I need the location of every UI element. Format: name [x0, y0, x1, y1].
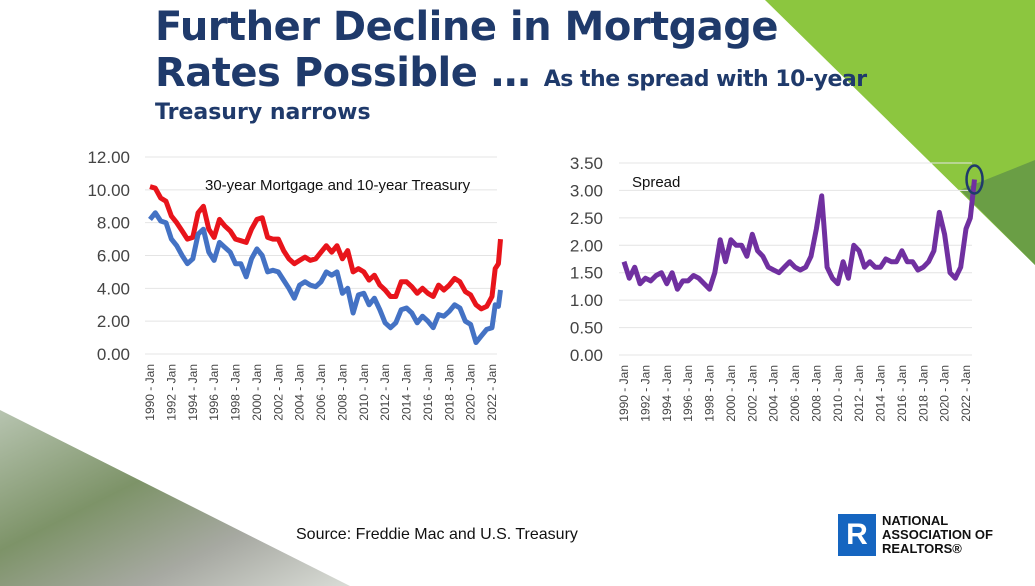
x-tick-label: 2020 - Jan	[938, 365, 952, 422]
series-line-spread	[621, 179, 977, 292]
y-tick-label: 2.00	[570, 236, 603, 255]
x-tick-label: 2016 - Jan	[895, 365, 909, 422]
aerial-photo	[0, 410, 350, 586]
y-tick-label: 2.00	[97, 312, 130, 331]
x-tick-label: 2002 - Jan	[271, 364, 285, 421]
x-tick-label: 1990 - Jan	[617, 365, 631, 422]
x-tick-label: 1990 - Jan	[143, 364, 157, 421]
source-note: Source: Freddie Mac and U.S. Treasury	[296, 526, 578, 543]
x-tick-label: 2020 - Jan	[464, 364, 478, 421]
title-line-1: Further Decline in Mortgage	[155, 4, 779, 50]
x-tick-label: 2012 - Jan	[852, 365, 866, 422]
x-tick-label: 2014 - Jan	[400, 364, 414, 421]
series-line-30-year-mortgage	[149, 184, 503, 312]
y-tick-label: 1.00	[570, 291, 603, 310]
subtitle-line-1: As the spread with 10-year	[543, 67, 867, 92]
x-tick-label: 2002 - Jan	[745, 365, 759, 422]
y-tick-label: 4.00	[97, 279, 130, 298]
x-tick-label: 2006 - Jan	[788, 365, 802, 422]
x-tick-label: 1996 - Jan	[207, 364, 221, 421]
highlight-circle	[965, 164, 984, 195]
y-tick-label: 0.00	[97, 345, 130, 364]
logo-text-3: REALTORS®	[882, 541, 962, 556]
logo-text-2: ASSOCIATION OF	[882, 527, 993, 542]
y-tick-label: 3.00	[570, 181, 603, 200]
y-tick-label: 6.00	[97, 247, 130, 266]
realtor-r-logo: R	[838, 514, 876, 556]
chart-title: 30-year Mortgage and 10-year Treasury	[205, 177, 471, 194]
y-tick-label: 8.00	[97, 214, 130, 233]
x-tick-label: 2010 - Jan	[831, 365, 845, 422]
series-line-10-year-treasury	[148, 210, 503, 345]
x-tick-label: 1998 - Jan	[229, 364, 243, 421]
x-tick-label: 2018 - Jan	[442, 364, 456, 421]
x-tick-label: 2014 - Jan	[874, 365, 888, 422]
x-tick-label: 2018 - Jan	[916, 365, 930, 422]
y-tick-label: 3.50	[570, 154, 603, 173]
x-tick-label: 1994 - Jan	[186, 364, 200, 421]
x-tick-label: 1998 - Jan	[703, 365, 717, 422]
x-tick-label: 2000 - Jan	[250, 364, 264, 421]
x-tick-label: 2004 - Jan	[293, 364, 307, 421]
slide-title: Further Decline in Mortgage Rates Possib…	[155, 4, 867, 103]
green-triangle-light	[765, 0, 1035, 265]
x-tick-label: 2000 - Jan	[724, 365, 738, 422]
y-tick-label: 2.50	[570, 209, 603, 228]
x-tick-label: 2004 - Jan	[767, 365, 781, 422]
subtitle-line-2: Treasury narrows	[155, 100, 371, 125]
logo-text-1: NATIONAL	[882, 513, 949, 528]
x-tick-label: 2008 - Jan	[809, 365, 823, 422]
green-triangle-dark	[960, 160, 1035, 265]
x-tick-label: 1996 - Jan	[681, 365, 695, 422]
y-tick-label: 0.00	[570, 346, 603, 365]
x-tick-label: 2010 - Jan	[357, 364, 371, 421]
x-tick-label: 2022 - Jan	[485, 364, 499, 421]
x-tick-label: 1992 - Jan	[164, 364, 178, 421]
x-tick-label: 2006 - Jan	[314, 364, 328, 421]
x-tick-label: 2012 - Jan	[378, 364, 392, 421]
x-tick-label: 2016 - Jan	[421, 364, 435, 421]
nar-logo: R NATIONAL ASSOCIATION OF REALTORS®	[838, 514, 993, 556]
x-tick-label: 1992 - Jan	[638, 365, 652, 422]
x-tick-label: 1994 - Jan	[660, 365, 674, 422]
y-tick-label: 1.50	[570, 264, 603, 283]
title-line-2: Rates Possible …	[155, 50, 531, 96]
y-tick-label: 0.50	[570, 319, 603, 338]
y-tick-label: 12.00	[87, 148, 130, 167]
chart-title: Spread	[632, 174, 680, 191]
y-tick-label: 10.00	[87, 181, 130, 200]
x-tick-label: 2022 - Jan	[959, 365, 973, 422]
x-tick-label: 2008 - Jan	[335, 364, 349, 421]
